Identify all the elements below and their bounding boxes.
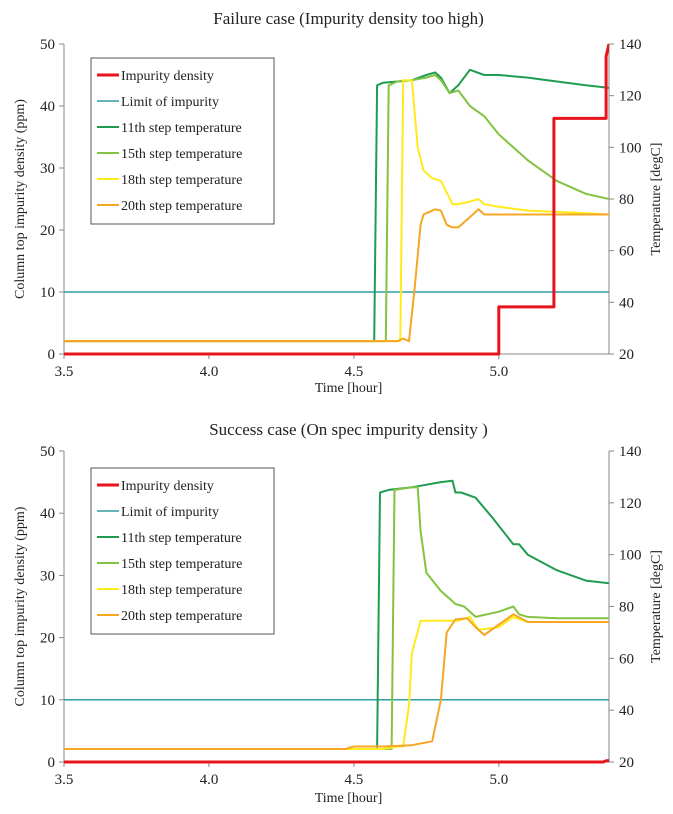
y-left-tick-label: 50 (40, 37, 55, 53)
y-right-tick-label: 140 (619, 444, 642, 460)
legend: Impurity density Limit of impurity 11th st… (90, 57, 275, 225)
y-left-tick-label: 20 (40, 631, 55, 647)
series-line-20th-step-temperature (64, 208, 609, 343)
y-left-tick-label: 40 (40, 506, 55, 522)
series-line-15th-step-temperature (64, 74, 609, 343)
chart-title: Success case (On spec impurity density ) (209, 420, 488, 439)
y-axis-right-label: Temperature [degC] (649, 143, 664, 256)
series-line-18th-step-temperature (64, 615, 609, 750)
legend-label-11th-step-temperature: 11th step temperature (121, 531, 242, 546)
y-axis-right-label: Temperature [degC] (649, 550, 664, 663)
y-left-tick-label: 30 (40, 568, 55, 584)
series-line-18th-step-temperature (64, 79, 609, 343)
y-left-tick-label: 10 (40, 285, 55, 301)
y-right-tick-label: 100 (619, 548, 642, 564)
y-right-tick-label: 20 (619, 347, 634, 363)
series-line-20th-step-temperature (64, 613, 609, 750)
y-left-tick-label: 0 (48, 755, 56, 771)
y-right-tick-label: 60 (619, 244, 634, 260)
x-tick-label: 3.5 (55, 364, 74, 380)
y-right-tick-label: 120 (619, 89, 642, 105)
y-right-tick-label: 60 (619, 651, 634, 667)
legend-label-20th-step-temperature: 20th step temperature (121, 609, 242, 624)
x-tick-label: 3.5 (55, 772, 74, 788)
legend-label-18th-step-temperature: 18th step temperature (121, 173, 242, 188)
x-axis-label: Time [hour] (315, 791, 383, 806)
legend-label-impurity-density: Impurity density (121, 69, 214, 84)
series-group (64, 43, 609, 356)
y-right-tick-label: 140 (619, 37, 642, 53)
series-line-impurity-density (64, 43, 609, 356)
x-tick-label: 5.0 (489, 772, 508, 788)
legend-label-11th-step-temperature: 11th step temperature (121, 121, 242, 136)
chart-2: Success case (On spec impurity density )… (13, 420, 664, 806)
legend: Impurity density Limit of impurity 11th st… (90, 467, 275, 635)
y-right-tick-label: 80 (619, 600, 634, 616)
x-axis-label: Time [hour] (315, 381, 383, 396)
series-group (64, 479, 609, 764)
y-left-tick-label: 0 (48, 347, 56, 363)
y-right-tick-label: 80 (619, 192, 634, 208)
y-left-tick-label: 50 (40, 444, 55, 460)
series-line-impurity-density (64, 759, 609, 764)
legend-box (90, 467, 275, 635)
y-right-tick-label: 100 (619, 140, 642, 156)
legend-label-20th-step-temperature: 20th step temperature (121, 199, 242, 214)
series-line-11th-step-temperature (64, 479, 609, 750)
x-tick-label: 5.0 (489, 364, 508, 380)
chart-title: Failure case (Impurity density too high) (213, 9, 484, 28)
x-tick-label: 4.0 (200, 364, 219, 380)
legend-box (90, 57, 275, 225)
y-right-tick-label: 120 (619, 496, 642, 512)
y-right-tick-label: 40 (619, 295, 634, 311)
y-right-tick-label: 20 (619, 755, 634, 771)
legend-label-limit-of-impurity: Limit of impurity (121, 505, 219, 520)
legend-label-impurity-density: Impurity density (121, 479, 214, 494)
legend-label-limit-of-impurity: Limit of impurity (121, 95, 219, 110)
chart-1: Failure case (Impurity density too high)… (13, 9, 664, 396)
x-tick-label: 4.5 (345, 772, 364, 788)
y-left-tick-label: 40 (40, 99, 55, 115)
legend-label-15th-step-temperature: 15th step temperature (121, 557, 242, 572)
legend-label-18th-step-temperature: 18th step temperature (121, 583, 242, 598)
x-tick-label: 4.5 (345, 364, 364, 380)
x-tick-label: 4.0 (200, 772, 219, 788)
series-line-15th-step-temperature (64, 486, 609, 750)
y-axis-left-label: Column top impurity density (ppm) (13, 506, 28, 706)
y-left-tick-label: 10 (40, 693, 55, 709)
y-axis-left-label: Column top impurity density (ppm) (13, 99, 28, 299)
y-left-tick-label: 20 (40, 223, 55, 239)
y-left-tick-label: 30 (40, 161, 55, 177)
y-right-tick-label: 40 (619, 703, 634, 719)
legend-label-15th-step-temperature: 15th step temperature (121, 147, 242, 162)
